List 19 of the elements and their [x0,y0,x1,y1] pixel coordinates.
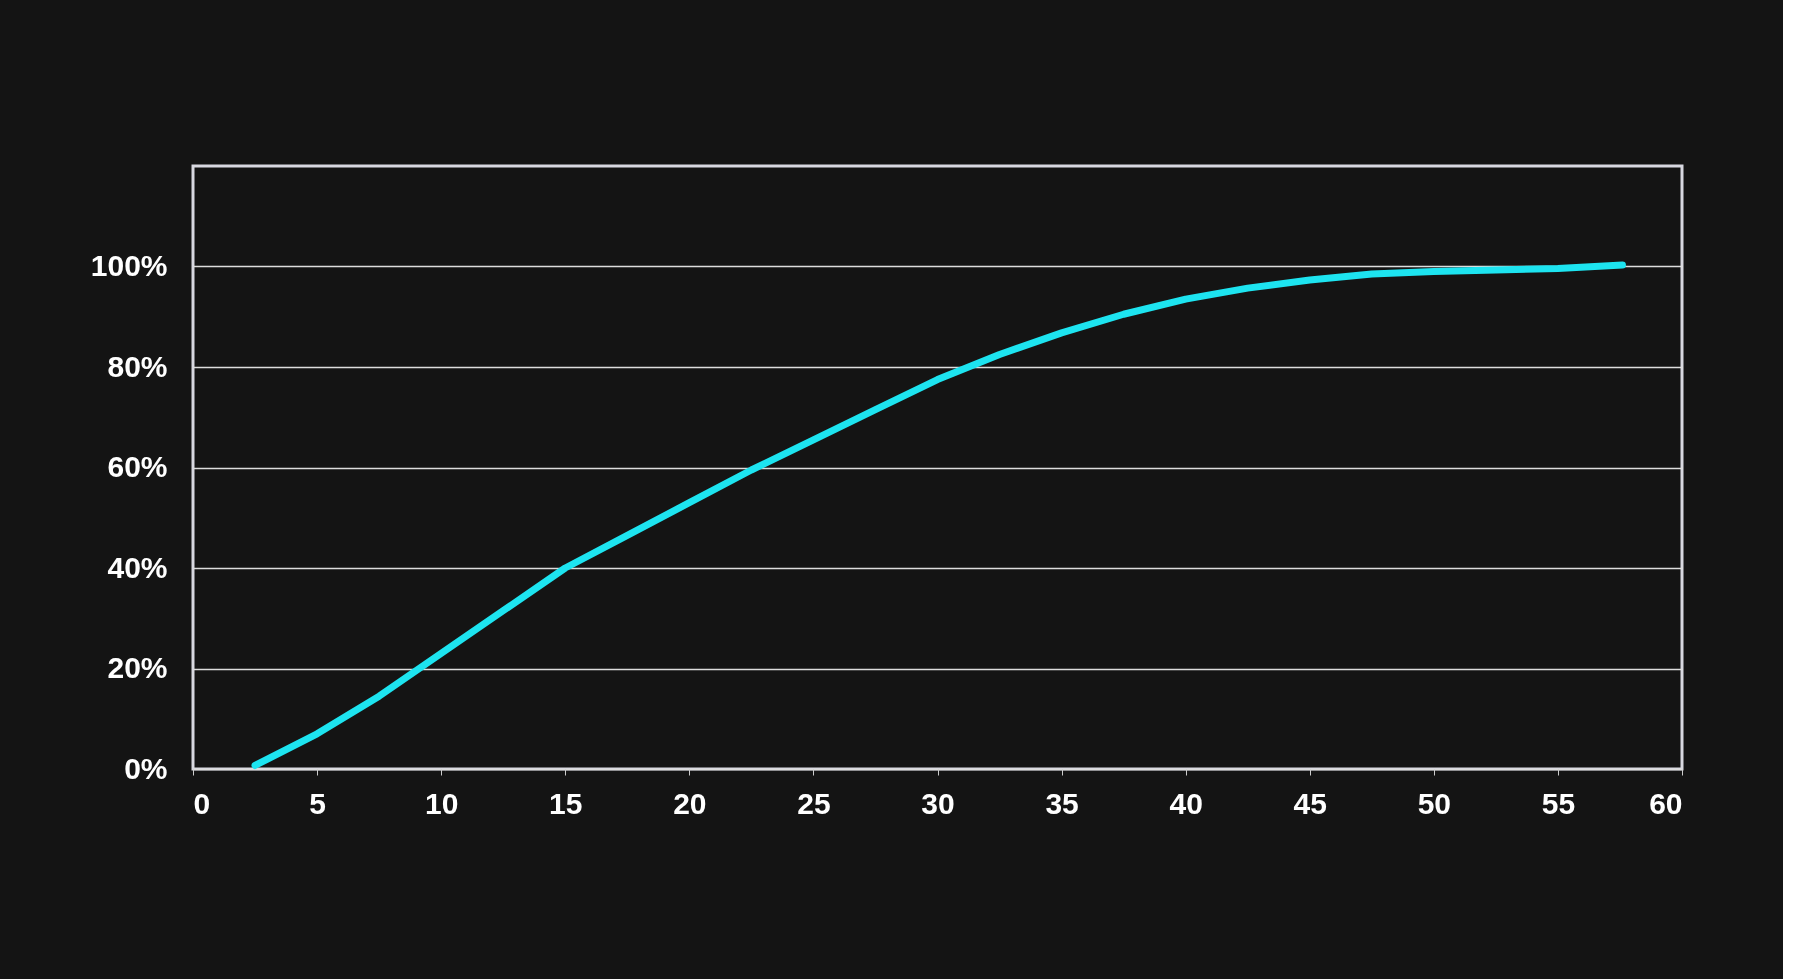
y-tick-label: 0% [124,751,168,785]
x-tick-label: 40 [1169,786,1203,820]
x-tick-label: 50 [1417,786,1452,820]
x-tick-label: 10 [424,786,459,820]
x-tick-label: 60 [1649,786,1683,820]
x-tick-label: 30 [921,786,955,820]
x-tick-label: 45 [1293,786,1327,820]
y-tick-label: 40% [107,550,168,584]
y-tick-label: 100% [90,249,168,282]
x-tick-label: 35 [1045,786,1079,820]
x-tick-label: 25 [797,786,831,820]
x-tick-label: 20 [673,786,707,820]
x-tick-label: 15 [549,786,583,820]
y-tick-label: 80% [107,349,168,383]
x-tick-label: 5 [309,786,326,820]
y-tick-label: 60% [107,450,168,483]
x-tick-label: 0 [193,786,211,820]
x-tick-label: 55 [1541,786,1576,820]
y-tick-label: 20% [107,651,168,684]
